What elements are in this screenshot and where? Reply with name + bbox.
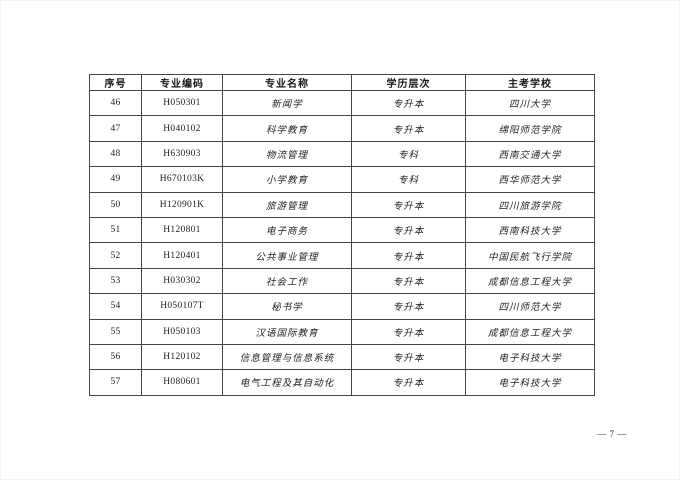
table-cell: 小学教育 (222, 166, 352, 193)
table-cell: 西南交通大学 (465, 140, 595, 168)
table-cell: 专升本 (351, 293, 466, 320)
table-cell: 53 (89, 267, 142, 295)
majors-table: 序号 专业编码 专业名称 学历层次 主考学校 46 H050301 新闻学 专升本 四川大学 47… (89, 74, 595, 396)
table-cell: 专升本 (351, 318, 466, 345)
table-cell: 四川旅游学院 (465, 191, 595, 218)
table-cell: 56 (89, 343, 142, 371)
table-cell: 电气工程及其自动化 (222, 369, 352, 396)
table-cell: 专科 (351, 166, 466, 193)
table-cell: H670103K (141, 166, 223, 193)
table-row: 56 H120102 信息管理与信息系统 专升本 电子科技大学 (89, 343, 595, 371)
table-cell: H120401 (141, 242, 223, 269)
table-row: 52 H120401 公共事业管理 专升本 中国民航飞行学院 (89, 242, 595, 269)
table-cell: 55 (89, 318, 142, 345)
table-row: 57 H080601 电气工程及其自动化 专升本 电子科技大学 (89, 369, 595, 396)
table-cell: 物流管理 (222, 140, 352, 168)
table-row: 49 H670103K 小学教育 专科 西华师范大学 (89, 166, 595, 193)
header-cell: 主考学校 (465, 74, 595, 91)
table-cell: 电子商务 (222, 216, 352, 244)
table-cell: H120102 (141, 343, 223, 371)
header-cell: 专业名称 (222, 74, 352, 91)
table-cell: H030302 (141, 267, 223, 295)
table-cell: 专升本 (351, 242, 466, 269)
table-cell: 信息管理与信息系统 (222, 343, 352, 371)
table-cell: 四川师范大学 (465, 293, 595, 320)
table-cell: 科学教育 (222, 115, 352, 142)
table-cell: 50 (89, 191, 142, 218)
table-cell: H050301 (141, 89, 223, 117)
table-row: 48 H630903 物流管理 专科 西南交通大学 (89, 140, 595, 168)
table-row: 46 H050301 新闻学 专升本 四川大学 (89, 89, 595, 117)
header-cell: 序号 (89, 74, 142, 91)
table-row: 51 H120801 电子商务 专升本 西南科技大学 (89, 216, 595, 244)
table-cell: 西华师范大学 (465, 166, 595, 193)
table-cell: 专升本 (351, 89, 466, 117)
table-cell: 专升本 (351, 267, 466, 295)
table-cell: 西南科技大学 (465, 216, 595, 244)
table-cell: 专科 (351, 140, 466, 168)
table-cell: 专升本 (351, 343, 466, 371)
table-body: 46 H050301 新闻学 专升本 四川大学 47 H040102 科学教育 专升本 绵阳师范学… (89, 89, 595, 396)
table-cell: 中国民航飞行学院 (465, 242, 595, 269)
header-row: 序号 专业编码 专业名称 学历层次 主考学校 (89, 74, 595, 91)
header-cell: 专业编码 (141, 74, 223, 91)
table-cell: 48 (89, 140, 142, 168)
table-cell: 47 (89, 115, 142, 142)
table-row: 55 H050103 汉语国际教育 专升本 成都信息工程大学 (89, 318, 595, 345)
table-cell: 新闻学 (222, 89, 352, 117)
table-cell: H080601 (141, 369, 223, 396)
table-cell: 社会工作 (222, 267, 352, 295)
table-cell: 52 (89, 242, 142, 269)
table-cell: 专升本 (351, 369, 466, 396)
table-cell: 电子科技大学 (465, 343, 595, 371)
table-cell: 专升本 (351, 115, 466, 142)
table-cell: 49 (89, 166, 142, 193)
table-cell: H120901K (141, 191, 223, 218)
table-cell: 成都信息工程大学 (465, 318, 595, 345)
table-row: 50 H120901K 旅游管理 专升本 四川旅游学院 (89, 191, 595, 218)
table-cell: 四川大学 (465, 89, 595, 117)
table-cell: 54 (89, 293, 142, 320)
table-row: 53 H030302 社会工作 专升本 成都信息工程大学 (89, 267, 595, 295)
page-number: — 7 — (597, 429, 627, 439)
table-cell: 46 (89, 89, 142, 117)
table-cell: 专升本 (351, 216, 466, 244)
table-cell: H120801 (141, 216, 223, 244)
table-cell: 秘书学 (222, 293, 352, 320)
table-cell: H050103 (141, 318, 223, 345)
table-cell: 旅游管理 (222, 191, 352, 218)
table-row: 47 H040102 科学教育 专升本 绵阳师范学院 (89, 115, 595, 142)
table-cell: 51 (89, 216, 142, 244)
header-cell: 学历层次 (351, 74, 466, 91)
table-cell: 汉语国际教育 (222, 318, 352, 345)
table-cell: 公共事业管理 (222, 242, 352, 269)
table-cell: 电子科技大学 (465, 369, 595, 396)
table-cell: H050107T (141, 293, 223, 320)
table-cell: 专升本 (351, 191, 466, 218)
table-cell: 成都信息工程大学 (465, 267, 595, 295)
table-cell: H040102 (141, 115, 223, 142)
table-cell: H630903 (141, 140, 223, 168)
table-cell: 绵阳师范学院 (465, 115, 595, 142)
table-cell: 57 (89, 369, 142, 396)
table-row: 54 H050107T 秘书学 专升本 四川师范大学 (89, 293, 595, 320)
